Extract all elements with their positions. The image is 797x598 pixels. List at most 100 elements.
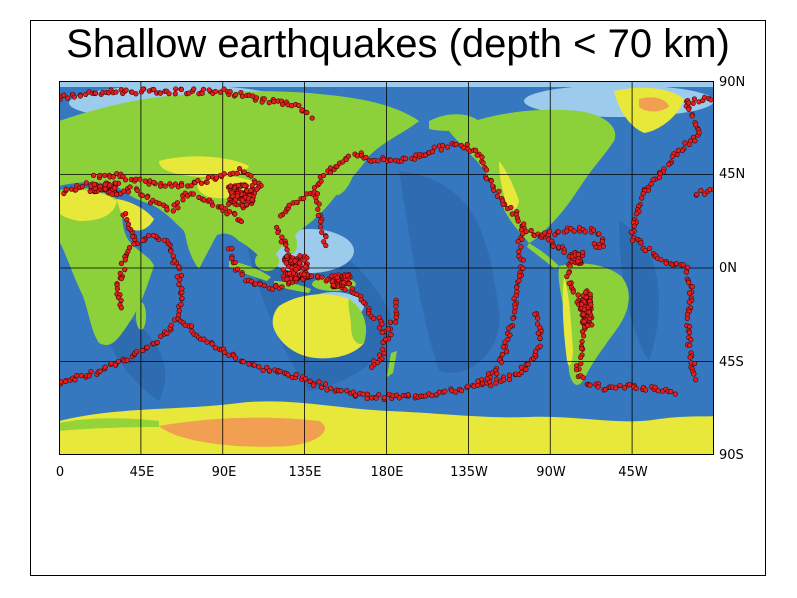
earthquake-marker [280, 101, 286, 108]
earthquake-marker [144, 194, 150, 200]
earthquake-marker [235, 182, 242, 188]
earthquake-marker [516, 273, 523, 279]
earthquake-marker [532, 311, 538, 317]
lat-label-90n: 90N [719, 75, 746, 90]
earthquake-marker [691, 360, 698, 367]
earthquake-marker [383, 336, 389, 343]
earthquake-marker [579, 346, 585, 352]
borneo [255, 251, 279, 271]
earthquake-marker [344, 272, 351, 279]
earthquake-marker [519, 369, 525, 375]
earthquake-marker [626, 381, 633, 388]
earthquake-marker [511, 296, 517, 302]
earthquake-marker [209, 202, 216, 208]
earthquake-marker [575, 292, 581, 298]
earthquake-marker [123, 87, 129, 93]
earthquake-marker [156, 200, 162, 207]
earthquake-marker [689, 284, 695, 290]
earthquake-marker [504, 349, 510, 355]
earthquake-marker [453, 141, 459, 147]
rockies [499, 161, 519, 211]
earthquake-marker [296, 260, 303, 266]
earthquake-marker [239, 93, 246, 99]
earthquake-marker [510, 315, 516, 321]
earthquake-marker [78, 373, 84, 379]
earthquake-marker [488, 178, 494, 184]
earthquake-marker [519, 236, 525, 242]
earthquake-marker [213, 175, 220, 181]
earthquake-marker [226, 352, 232, 358]
earthquake-marker [109, 191, 115, 197]
earthquake-marker [178, 86, 185, 93]
earthquake-marker [115, 358, 121, 365]
earthquake-marker [239, 272, 245, 278]
earthquake-marker [578, 354, 584, 361]
earthquake-marker [500, 201, 506, 207]
earthquake-marker [590, 227, 597, 233]
earthquake-marker [340, 159, 346, 165]
earthquake-marker [475, 378, 481, 384]
lat-label-45n: 45N [719, 167, 746, 182]
earthquake-marker [226, 201, 232, 207]
earthquake-marker [249, 182, 255, 189]
earthquake-marker [689, 113, 695, 119]
earthquake-marker [303, 264, 309, 270]
earthquake-marker [118, 297, 124, 304]
earthquake-marker [232, 355, 239, 361]
earthquake-marker [376, 352, 383, 358]
earthquake-marker [663, 260, 669, 266]
earthquake-marker [123, 211, 129, 217]
earthquake-marker [453, 389, 459, 395]
earthquake-marker [286, 202, 292, 208]
earthquake-marker [480, 160, 486, 166]
earthquake-marker [393, 303, 399, 309]
earthquake-marker [127, 184, 133, 190]
earthquake-marker [506, 325, 512, 331]
earthquake-marker [648, 181, 654, 187]
earthquake-marker [172, 91, 178, 97]
earthquake-marker [639, 195, 645, 201]
earthquake-marker [323, 242, 329, 249]
earthquake-marker [251, 362, 257, 368]
earthquake-marker [87, 188, 93, 194]
earthquake-marker [583, 294, 589, 300]
earthquake-marker [474, 152, 480, 158]
earthquake-marker [685, 279, 692, 285]
earthquake-marker [535, 315, 541, 321]
earthquake-marker [320, 172, 327, 179]
earthquake-marker [489, 183, 496, 189]
earthquake-marker [694, 191, 700, 198]
earthquake-marker [638, 240, 644, 246]
lon-label-45e: 45E [129, 465, 155, 480]
earthquake-marker [157, 90, 164, 96]
earthquake-marker [602, 386, 608, 393]
earthquake-marker [643, 387, 649, 393]
earthquake-marker [579, 338, 585, 345]
earthquake-marker [525, 361, 531, 367]
australia [272, 294, 366, 359]
earthquake-marker [179, 286, 185, 292]
sahara [59, 190, 117, 221]
earthquake-marker [157, 333, 164, 339]
earthquake-marker [493, 380, 499, 386]
earthquake-marker [491, 187, 497, 193]
earthquake-marker [307, 378, 313, 384]
earthquake-marker [130, 233, 136, 240]
earthquake-marker [314, 273, 321, 279]
lon-label-90w: 90W [536, 465, 566, 480]
earthquake-marker [498, 359, 505, 365]
earthquake-marker [698, 187, 704, 194]
earthquake-marker [139, 192, 145, 198]
earthquake-marker [150, 232, 156, 239]
earthquake-marker [157, 183, 164, 189]
earthquake-marker [537, 343, 543, 349]
earthquake-marker [110, 174, 116, 180]
earthquake-marker [164, 330, 170, 337]
earthquake-marker [686, 100, 692, 106]
earthquake-marker [294, 199, 300, 205]
earthquake-marker [691, 96, 698, 102]
earthquake-marker [300, 195, 307, 202]
earthquake-marker [521, 221, 527, 227]
earthquake-marker [122, 257, 128, 263]
earthquake-marker [686, 323, 693, 330]
